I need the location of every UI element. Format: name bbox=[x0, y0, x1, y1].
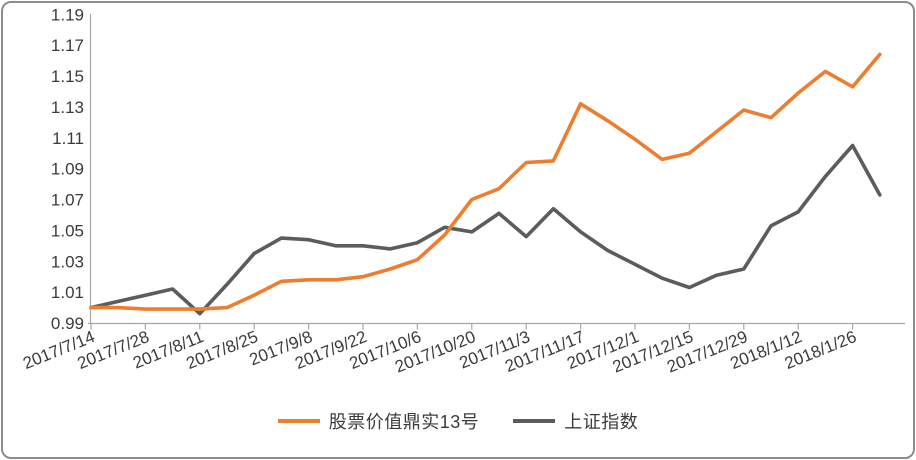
chart-legend: 股票价值鼎实13号 上证指数 bbox=[0, 408, 916, 434]
y-tick-label: 1.19 bbox=[51, 5, 84, 24]
y-tick-label: 1.17 bbox=[51, 36, 84, 55]
legend-label-index: 上证指数 bbox=[564, 412, 639, 432]
y-tick-label: 1.05 bbox=[51, 221, 84, 240]
y-tick-label: 1.03 bbox=[51, 252, 84, 271]
legend-label-fund: 股票价值鼎实13号 bbox=[328, 412, 480, 432]
y-tick-label: 1.15 bbox=[51, 67, 84, 86]
y-tick-label: 1.01 bbox=[51, 283, 84, 302]
y-tick-label: 1.09 bbox=[51, 160, 84, 179]
legend-item-index: 上证指数 bbox=[513, 408, 638, 434]
y-tick-label: 0.99 bbox=[51, 314, 84, 333]
y-tick-label: 1.07 bbox=[51, 191, 84, 210]
index-line-swatch bbox=[513, 419, 556, 423]
legend-item-fund: 股票价值鼎实13号 bbox=[277, 408, 480, 434]
series-line-fund bbox=[89, 52, 882, 311]
series-line-index bbox=[89, 143, 882, 316]
fund-line-swatch bbox=[277, 419, 320, 423]
y-tick-label: 1.13 bbox=[51, 98, 84, 117]
y-tick-label: 1.11 bbox=[52, 129, 84, 148]
